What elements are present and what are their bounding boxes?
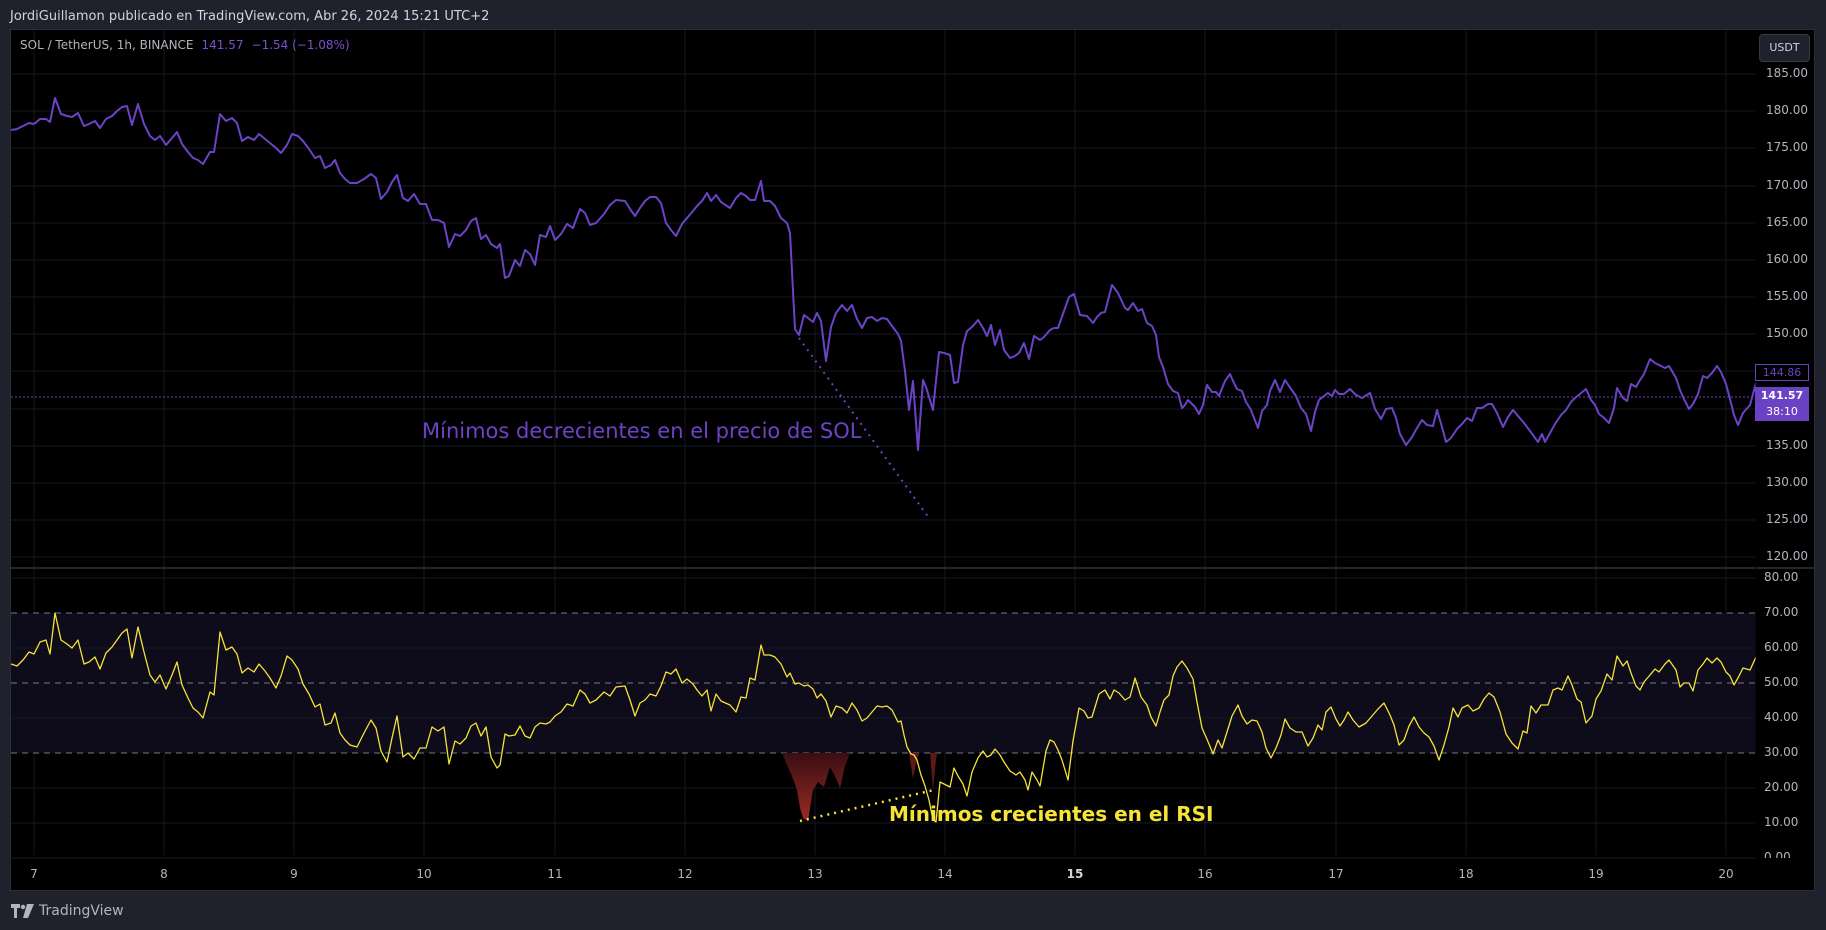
price-gridlines [11, 73, 1756, 558]
tradingview-brand: TradingView [39, 903, 124, 919]
time-tick: 17 [1328, 867, 1344, 881]
time-tick: 7 [30, 867, 38, 881]
time-tick: 16 [1197, 867, 1213, 881]
rsi-band-lines [11, 612, 1756, 754]
tradingview-logo-icon [11, 904, 34, 918]
publish-header: JordiGuillamon publicado en TradingView.… [10, 9, 490, 24]
price-tick: 155.00 [1766, 289, 1808, 303]
rsi-tick: 50.00 [1764, 675, 1799, 689]
price-tick: 165.00 [1766, 215, 1808, 229]
price-tick: 170.00 [1766, 178, 1808, 192]
time-tick: 14 [937, 867, 953, 881]
rsi-annotation-text[interactable]: Mínimos crecientes en el RSI [889, 802, 1214, 826]
time-tick: 10 [416, 867, 432, 881]
price-tick: 150.00 [1766, 326, 1808, 340]
time-tick: 8 [160, 867, 168, 881]
time-tick: 15 [1066, 867, 1084, 881]
price-tick: 185.00 [1766, 66, 1808, 80]
rsi-tick: 60.00 [1764, 640, 1799, 654]
time-tick: 13 [807, 867, 823, 881]
symbol-name: SOL / TetherUS, 1h, BINANCE [20, 38, 194, 52]
last-price-value: 141.57 [1760, 389, 1804, 402]
last-price-tag: 141.57 38:10 [1755, 387, 1809, 421]
price-change: −1.54 (−1.08%) [251, 38, 350, 52]
time-tick: 9 [290, 867, 298, 881]
price-tick: 125.00 [1766, 512, 1808, 526]
rsi-oversold-fill [782, 753, 850, 821]
price-tick: 130.00 [1766, 475, 1808, 489]
rsi-tick: 40.00 [1764, 710, 1799, 724]
rsi-tick: 0.00 [1764, 850, 1791, 858]
last-price: 141.57 [201, 38, 244, 52]
price-tick: 135.00 [1766, 438, 1808, 452]
rsi-tick: 30.00 [1764, 745, 1799, 759]
price-tick: 180.00 [1766, 103, 1808, 117]
price-line [10, 97, 1757, 451]
high-price-tag: 144.86 [1755, 364, 1809, 381]
price-annotation-text[interactable]: Mínimos decrecientes en el precio de SOL [422, 419, 862, 443]
time-tick: 19 [1588, 867, 1604, 881]
rsi-gridlines [11, 577, 1756, 859]
rsi-trendline-annotation [799, 788, 935, 823]
rsi-tick: 80.00 [1764, 570, 1799, 584]
bar-countdown: 38:10 [1766, 405, 1798, 418]
rsi-tick: 10.00 [1764, 815, 1799, 829]
price-tick: 120.00 [1766, 549, 1808, 563]
rsi-line [10, 612, 1757, 823]
tradingview-logo[interactable]: TradingView [11, 902, 124, 920]
time-tick: 18 [1458, 867, 1474, 881]
rsi-tick: 20.00 [1764, 780, 1799, 794]
symbol-legend[interactable]: SOL / TetherUS, 1h, BINANCE 141.57 −1.54 (… [20, 38, 350, 52]
time-tick: 11 [547, 867, 563, 881]
time-tick: 20 [1718, 867, 1734, 881]
rsi-oversold-fill-2 [909, 753, 937, 790]
rsi-tick: 70.00 [1764, 605, 1799, 619]
time-tick: 12 [677, 867, 693, 881]
price-tick: 160.00 [1766, 252, 1808, 266]
currency-button[interactable]: USDT [1759, 34, 1810, 62]
price-tick: 175.00 [1766, 140, 1808, 154]
